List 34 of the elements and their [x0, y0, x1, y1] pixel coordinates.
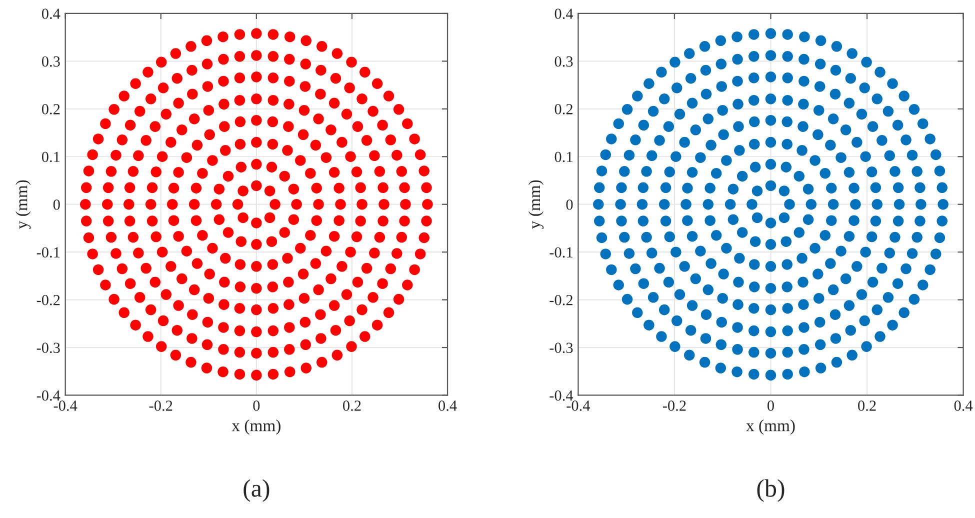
x-tick-label: 0.4: [438, 400, 457, 411]
x-tick-label: 0.2: [343, 400, 361, 411]
y-tick-label: 0.1: [554, 152, 572, 162]
y-tick-label: 0: [566, 199, 573, 210]
text: (a): [244, 479, 270, 502]
y-tick-label: 0.2: [554, 104, 572, 114]
text: (b): [757, 479, 784, 502]
x-tick-label: 0: [253, 400, 260, 411]
y-tick-label: -0.3: [36, 342, 60, 354]
x-axis-title: x (mm): [746, 420, 795, 435]
x-tick-label: 0.2: [858, 400, 876, 411]
y-axis-title: y (mm): [16, 180, 31, 229]
y-tick-label: 0.4: [554, 8, 574, 19]
y-tick-label: -0.1: [550, 247, 572, 258]
y-tick-label: -0.3: [550, 342, 573, 354]
x-tick-label: -0.2: [662, 400, 686, 411]
y-tick-label: 0.2: [42, 104, 60, 114]
x-tick-label: -0.4: [54, 400, 78, 411]
y-tick-label: -0.4: [36, 390, 60, 401]
y-axis-title: y (mm): [528, 180, 544, 229]
x-tick-label: -0.4: [566, 400, 590, 411]
y-tick-label: -0.2: [550, 294, 572, 306]
y-tick-label: -0.2: [36, 294, 60, 306]
y-tick-label: 0.3: [554, 56, 573, 67]
x-tick-label: 0: [768, 400, 774, 411]
y-tick-label: -0.4: [550, 390, 574, 401]
y-tick-label: 0.1: [42, 152, 60, 162]
x-axis-title: x (mm): [232, 420, 280, 435]
y-tick-label: 0.4: [42, 8, 60, 19]
x-tick-label: 0.4: [954, 400, 973, 411]
y-tick-label: 0: [53, 199, 60, 210]
x-tick-label: -0.2: [149, 400, 172, 411]
y-tick-label: -0.1: [36, 247, 60, 258]
y-tick-label: 0.3: [42, 56, 60, 67]
